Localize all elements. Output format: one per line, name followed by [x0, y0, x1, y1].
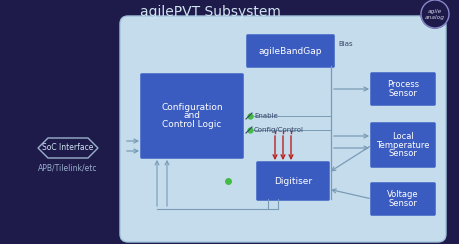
Text: APB/Tilelink/etc: APB/Tilelink/etc [38, 163, 98, 173]
Text: Config/Control: Config/Control [253, 127, 303, 133]
Text: Enable: Enable [253, 113, 277, 119]
Text: Digitiser: Digitiser [274, 176, 311, 185]
Text: agile: agile [427, 9, 441, 13]
FancyBboxPatch shape [369, 72, 435, 105]
Text: Configuration: Configuration [161, 103, 222, 112]
Text: agileBandGap: agileBandGap [258, 47, 322, 55]
Text: Voltage: Voltage [386, 191, 418, 199]
FancyBboxPatch shape [369, 122, 435, 167]
Text: Sensor: Sensor [388, 199, 416, 208]
Text: Process: Process [386, 81, 418, 90]
FancyBboxPatch shape [256, 162, 329, 201]
Text: Local: Local [391, 132, 413, 142]
FancyBboxPatch shape [120, 16, 445, 242]
Text: analog: analog [424, 16, 444, 20]
Text: Temperature: Temperature [375, 141, 429, 150]
Text: agilePVT Subsystem: agilePVT Subsystem [139, 5, 280, 19]
FancyBboxPatch shape [246, 34, 334, 68]
FancyBboxPatch shape [369, 183, 435, 215]
Text: Bias: Bias [337, 41, 352, 47]
FancyBboxPatch shape [140, 73, 243, 159]
Text: and: and [183, 112, 200, 121]
Text: Sensor: Sensor [388, 149, 416, 158]
Text: Control Logic: Control Logic [162, 120, 221, 129]
Circle shape [420, 0, 448, 28]
Text: SoC Interface: SoC Interface [42, 143, 94, 152]
Text: Sensor: Sensor [388, 89, 416, 98]
